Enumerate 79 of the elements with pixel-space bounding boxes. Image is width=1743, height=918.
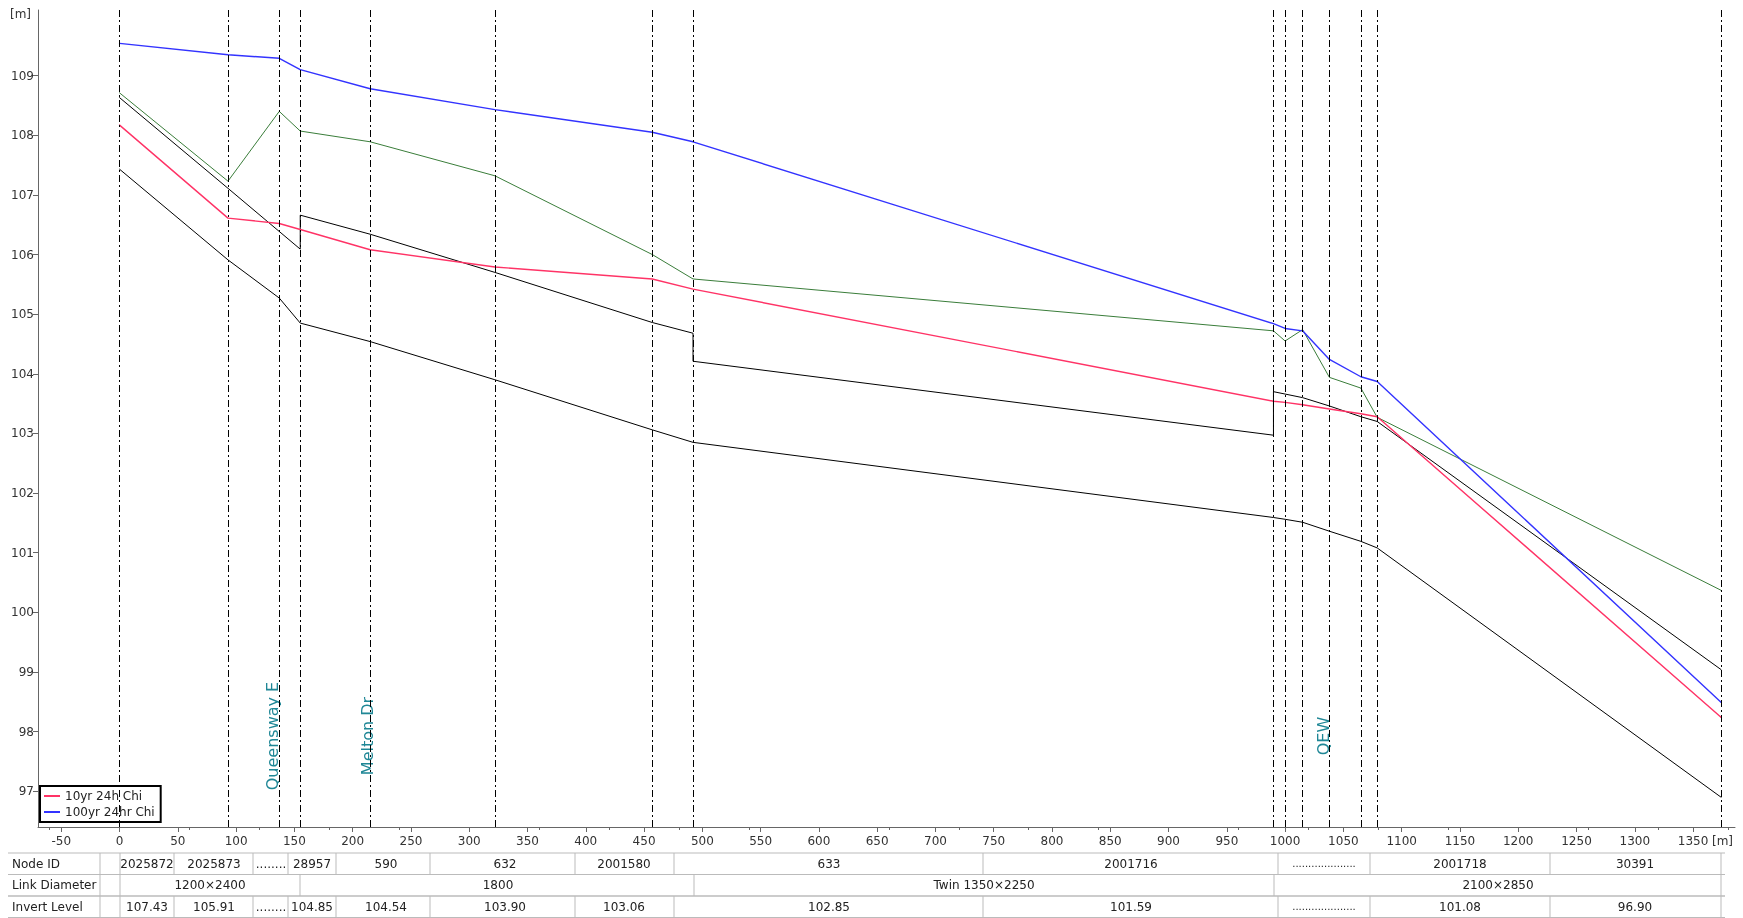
x-axis-title: [m]: [1712, 834, 1734, 848]
text: Link Diameter: [12, 878, 97, 893]
text: 96.90: [1617, 899, 1653, 914]
x-tick-label: 1100: [1386, 834, 1417, 848]
text: 2025872: [120, 856, 174, 871]
x-tick-label: 100: [224, 834, 248, 848]
text: 30391: [1615, 856, 1655, 871]
annotation: Queensway E: [262, 681, 282, 791]
text: ........: [255, 856, 287, 871]
x-tick-label: 1250: [1561, 834, 1592, 848]
text: ....................: [1292, 858, 1356, 870]
legend-label: 100yr 24hr Chi: [65, 805, 155, 819]
x-tick-label: 1300: [1619, 834, 1651, 848]
y-tick-label: 109: [11, 68, 34, 83]
y-tick-label: 103: [11, 426, 34, 441]
x-tick-label: 550: [749, 834, 773, 848]
x-tick-label: 500: [690, 834, 714, 848]
y-tick-label: 99: [18, 664, 34, 679]
text: 1800: [482, 878, 514, 893]
y-tick-label: 107: [11, 187, 34, 202]
x-tick-label: 1350: [1677, 834, 1709, 848]
x-tick-label: 350: [516, 834, 539, 848]
y-tick-label: 101: [11, 545, 34, 560]
x-tick-label: 750: [982, 834, 1006, 848]
x-tick-label: 900: [1157, 834, 1181, 848]
annotation: QEW: [1313, 716, 1333, 756]
x-tick-label: 1150: [1444, 834, 1476, 848]
y-tick-label: 104: [11, 366, 34, 381]
text: 633: [817, 856, 841, 871]
y-tick-label: 100: [11, 605, 34, 620]
x-tick-label: 800: [1040, 834, 1064, 848]
x-tick-label: 700: [924, 834, 947, 848]
x-tick-label: 50: [170, 834, 186, 848]
x-tick-label: 1000: [1269, 834, 1301, 848]
text: 2001580: [597, 856, 651, 871]
text: 105.91: [193, 899, 235, 914]
text: 104.54: [365, 899, 407, 914]
text: 632: [493, 856, 517, 871]
text: 101.59: [1110, 899, 1152, 914]
text: 2001716: [1104, 856, 1158, 871]
y-tick-label: 108: [11, 128, 34, 143]
x-tick-label: 600: [807, 834, 831, 848]
x-tick-label: 1200: [1502, 834, 1534, 848]
text: 107.43: [126, 899, 168, 914]
text: 1200×2400: [174, 878, 246, 893]
x-tick-label: 950: [1215, 834, 1239, 848]
text: Twin 1350×2250: [932, 878, 1035, 893]
text: ....................: [1292, 901, 1356, 913]
y-tick-label: 102: [11, 486, 34, 501]
y-tick-label: 98: [18, 724, 34, 739]
text: 101.08: [1439, 899, 1481, 914]
text: 2025873: [187, 856, 241, 871]
text: 590: [374, 856, 398, 871]
x-tick-label: 850: [1098, 834, 1122, 848]
x-tick-label: 300: [457, 834, 481, 848]
x-tick-label: 200: [341, 834, 365, 848]
y-tick-label: 105: [11, 307, 34, 322]
y-tick-label: 106: [11, 247, 34, 262]
x-tick-label: 0: [115, 834, 124, 848]
text: Node ID: [12, 856, 60, 871]
x-tick-label: 1050: [1328, 834, 1359, 848]
x-tick-label: -50: [51, 834, 72, 848]
text: 104.85: [291, 899, 333, 914]
y-axis-title: [m]: [10, 7, 32, 21]
x-tick-label: 250: [399, 834, 423, 848]
text: 103.90: [484, 899, 526, 914]
text: 28957: [292, 856, 332, 871]
y-tick-label: 97: [18, 784, 34, 799]
text: 2100×2850: [1462, 878, 1534, 893]
x-tick-label: 450: [632, 834, 656, 848]
x-tick-label: 400: [574, 834, 598, 848]
text: 103.06: [603, 899, 645, 914]
text: 2001718: [1433, 856, 1487, 871]
x-tick-label: 650: [865, 834, 889, 848]
text: 102.85: [808, 899, 850, 914]
x-tick-label: 150: [282, 834, 306, 848]
legend-label: 10yr 24h Chi: [65, 789, 143, 803]
text: ........: [255, 899, 287, 914]
text: Invert Level: [12, 899, 83, 914]
